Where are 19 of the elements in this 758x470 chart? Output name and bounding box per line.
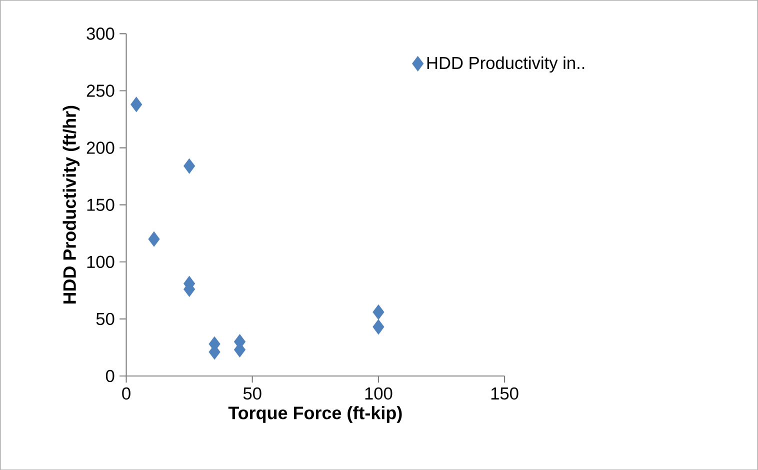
y-tick-label: 100: [87, 256, 114, 268]
x-tick-label: 50: [243, 387, 262, 400]
x-tick-label: 0: [122, 387, 130, 400]
point: [184, 158, 196, 174]
y-axis-title: HDD Productivity (ft/hr): [62, 106, 80, 304]
point: [148, 231, 160, 247]
y-tick-label: 150: [87, 198, 114, 211]
x-axis-title: Torque Force (ft-kip): [228, 406, 402, 423]
y-tick-label: 250: [86, 84, 114, 97]
point: [130, 96, 142, 112]
point: [372, 304, 384, 320]
legend-label: HDD Productivity in..: [427, 56, 584, 72]
point: [372, 319, 384, 334]
x-tick-label: 100: [365, 387, 392, 400]
y-tick-label: 200: [86, 142, 114, 154]
y-tick-label: 50: [96, 312, 114, 325]
x-tick-label: 150: [491, 387, 518, 400]
y-tick-label: 0: [106, 370, 114, 382]
y-tick-label: 300: [86, 27, 114, 40]
